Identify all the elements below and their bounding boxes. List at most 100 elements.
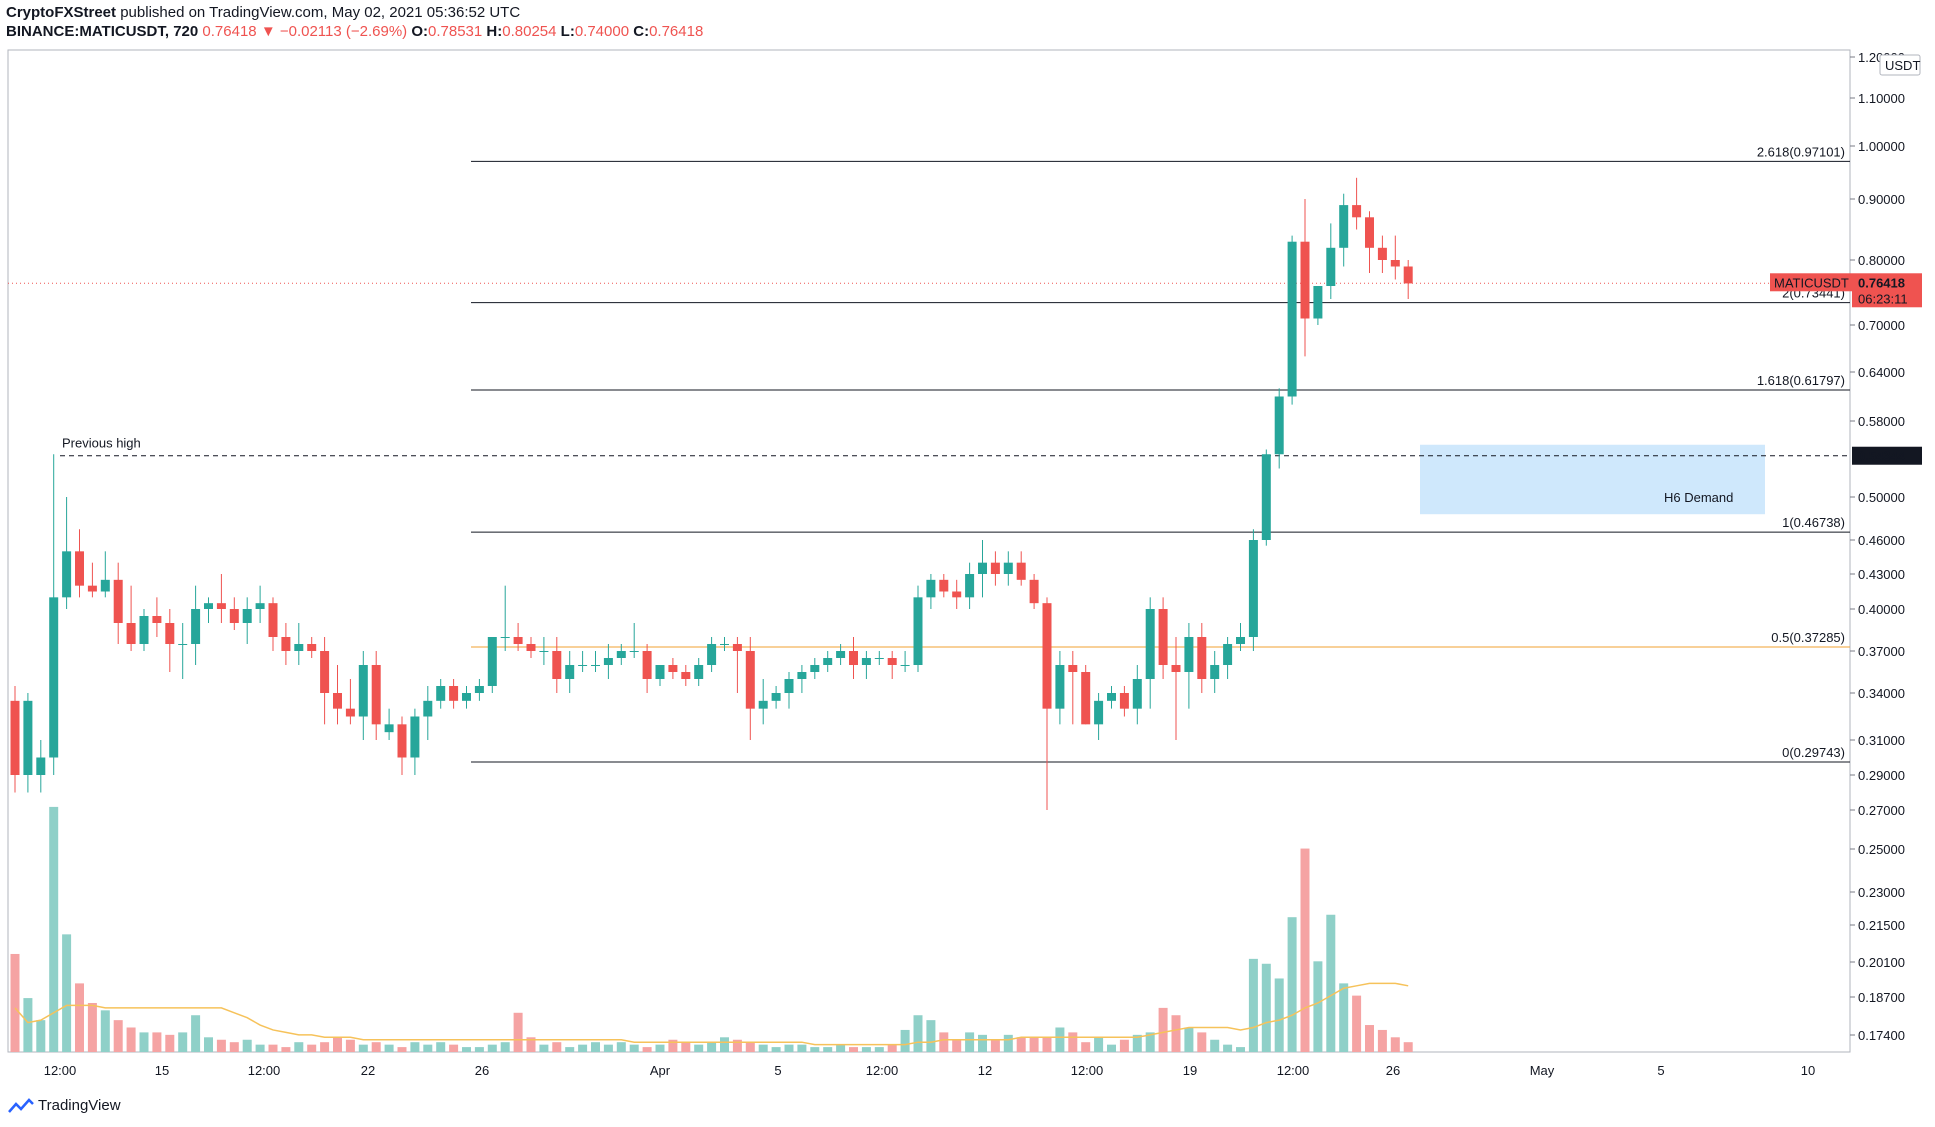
price-tick-label: 0.50000: [1858, 490, 1905, 505]
candle-body: [1119, 693, 1129, 709]
volume-bar: [1248, 958, 1258, 1052]
volume-bar: [745, 1042, 755, 1052]
candle-body: [1287, 241, 1297, 397]
candle-body: [616, 651, 626, 658]
candle-body: [36, 757, 46, 775]
volume-bar: [1197, 1032, 1207, 1052]
candle-body: [126, 623, 136, 644]
volume-bar: [1313, 961, 1323, 1052]
previous-high-label: Previous high: [62, 436, 141, 451]
volume-bar: [952, 1039, 962, 1052]
volume-bar: [36, 1020, 46, 1052]
candle-body: [436, 686, 446, 701]
candle-body: [861, 658, 871, 665]
candle-body: [732, 644, 742, 651]
time-tick-label: 12:00: [44, 1063, 77, 1078]
volume-bar: [526, 1037, 536, 1052]
open-label: O:: [411, 23, 429, 40]
current-price-label: 0.76418: [1858, 275, 1905, 290]
volume-bar: [565, 1047, 575, 1052]
candle-body: [474, 686, 484, 693]
price-tick-label: 0.17400: [1858, 1028, 1905, 1043]
volume-bar: [62, 934, 72, 1052]
volume-bar: [307, 1044, 317, 1052]
volume-bar: [642, 1047, 652, 1052]
fib-level-label: 2.618(0.97101): [1757, 144, 1845, 159]
volume-bar: [978, 1034, 987, 1052]
last-price: 0.76418: [202, 23, 257, 40]
current-symbol-label: MATICUSDT: [1774, 275, 1849, 290]
candle-body: [603, 658, 613, 665]
volume-bar: [810, 1047, 820, 1052]
candle-body: [307, 644, 317, 651]
volume-bar: [345, 1039, 355, 1052]
volume-bar: [539, 1044, 549, 1052]
volume-bar: [591, 1042, 600, 1052]
volume-bar: [861, 1047, 871, 1052]
volume-bar: [1236, 1047, 1245, 1052]
candle-body: [578, 665, 588, 666]
volume-bar: [255, 1044, 265, 1052]
candle-body: [1003, 562, 1013, 574]
volume-bar: [75, 983, 84, 1052]
volume-bar: [487, 1044, 497, 1052]
symbol-name: BINANCE:MATICUSDT, 720: [6, 23, 199, 40]
fib-level-label: 1(0.46738): [1782, 515, 1845, 530]
volume-bar: [139, 1032, 149, 1052]
candle-body: [462, 693, 471, 701]
candle-body: [268, 603, 278, 637]
candle-body: [397, 724, 407, 758]
volume-bar: [707, 1042, 717, 1052]
high-label: H:: [486, 23, 503, 40]
volume-bar: [552, 1042, 562, 1052]
volume-bar: [797, 1044, 807, 1052]
candle-body: [1403, 266, 1413, 284]
price-tick-label: 1.10000: [1858, 91, 1905, 106]
candle-body: [552, 651, 562, 679]
candle-body: [152, 616, 162, 623]
volume-bar: [694, 1044, 704, 1052]
volume-bar: [1300, 848, 1310, 1052]
time-tick-label: 12:00: [248, 1063, 281, 1078]
price-change: ▼ −0.02113 (−2.69%): [260, 23, 408, 40]
volume-bar: [320, 1042, 330, 1052]
current-price-box: [1852, 273, 1922, 308]
candle-body: [1274, 396, 1284, 455]
volume-bar: [784, 1044, 794, 1052]
candle-body: [887, 658, 897, 665]
time-tick-label: 15: [155, 1063, 169, 1078]
candle-body: [1326, 247, 1336, 286]
candle-body: [10, 700, 20, 775]
volume-bar: [462, 1047, 471, 1052]
volume-bar: [513, 1012, 523, 1052]
volume-bar: [191, 1015, 201, 1052]
volume-bar: [1107, 1044, 1116, 1052]
volume-bar: [1094, 1037, 1104, 1052]
candle-body: [320, 651, 330, 693]
candle-body: [668, 665, 678, 672]
volume-bar: [449, 1044, 459, 1052]
volume-bar: [23, 998, 33, 1052]
volume-bar: [668, 1039, 678, 1052]
volume-bar: [1003, 1034, 1013, 1052]
price-tick-label: 0.25000: [1858, 842, 1905, 857]
candle-body: [345, 708, 355, 717]
candle-body: [1352, 205, 1362, 218]
volume-bar: [1403, 1042, 1413, 1052]
candle-body: [371, 665, 381, 725]
time-tick-label: 26: [475, 1063, 489, 1078]
candle-body: [294, 644, 304, 651]
candle-body: [539, 651, 549, 652]
candle-body: [423, 700, 433, 717]
candle-body: [1261, 454, 1271, 540]
volume-bar: [836, 1044, 846, 1052]
volume-bar: [771, 1047, 781, 1052]
price-chart[interactable]: 1.200001.100001.000000.900000.800000.700…: [0, 0, 1935, 1090]
volume-bar: [1339, 983, 1349, 1052]
volume-bar: [603, 1044, 613, 1052]
volume-bar: [358, 1044, 368, 1052]
candle-body: [1248, 540, 1258, 637]
volume-bar: [1326, 914, 1336, 1052]
volume-bar: [1287, 917, 1297, 1052]
candle-body: [242, 609, 252, 623]
